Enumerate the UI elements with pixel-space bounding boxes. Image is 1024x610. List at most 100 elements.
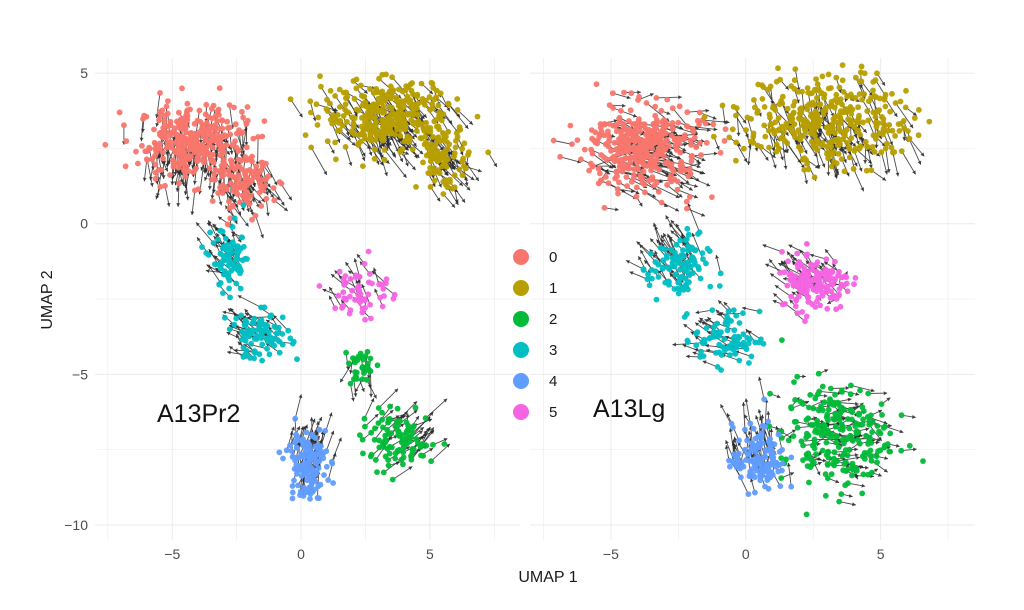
velocity-arrow xyxy=(370,371,372,398)
velocity-arrow-head xyxy=(380,142,384,147)
cell-point-cluster-4 xyxy=(312,443,319,450)
cell-point-cluster-1 xyxy=(900,118,907,124)
velocity-arrow-head xyxy=(257,199,262,204)
velocity-arrow-head xyxy=(672,342,677,347)
velocity-arrow-head xyxy=(302,425,306,430)
velocity-arrow-head xyxy=(646,174,651,179)
cell-point-cluster-1 xyxy=(343,95,349,102)
cell-point-cluster-4 xyxy=(289,489,296,496)
velocity-arrow-head xyxy=(870,388,875,393)
cell-point-cluster-1 xyxy=(782,137,788,144)
cell-point-cluster-3 xyxy=(233,249,240,256)
velocity-arrow-head xyxy=(776,394,781,399)
velocity-arrow-head xyxy=(233,348,238,353)
velocity-arrow-head xyxy=(173,172,178,176)
velocity-arrow-head xyxy=(707,317,712,322)
cell-point-cluster-0 xyxy=(250,135,257,142)
velocity-arrow xyxy=(164,185,170,207)
cell-point-cluster-4 xyxy=(293,437,300,444)
velocity-arrow-head xyxy=(675,194,680,198)
cell-point-cluster-1 xyxy=(830,116,837,122)
velocity-arrow-head xyxy=(678,95,682,100)
velocity-arrow-head xyxy=(691,232,696,237)
cell-point-cluster-0 xyxy=(670,168,677,175)
cell-point-cluster-2 xyxy=(380,424,386,431)
cell-point-cluster-0 xyxy=(592,129,599,136)
cell-point-cluster-1 xyxy=(851,123,858,130)
cell-point-cluster-3 xyxy=(237,285,244,292)
cell-point-cluster-5 xyxy=(336,268,343,275)
velocity-arrow-head xyxy=(373,394,377,399)
cell-point-cluster-1 xyxy=(802,127,809,134)
cell-point-cluster-1 xyxy=(368,131,374,138)
velocity-arrow-head xyxy=(205,269,210,273)
velocity-arrow xyxy=(653,222,662,248)
cell-point-cluster-1 xyxy=(863,167,870,174)
velocity-arrow-head xyxy=(675,207,679,212)
cell-point-cluster-0 xyxy=(618,107,624,114)
velocity-arrow xyxy=(383,458,403,473)
cell-point-cluster-4 xyxy=(321,472,327,478)
cell-point-cluster-1 xyxy=(838,156,845,163)
velocity-arrow-head xyxy=(860,187,864,192)
cell-point-cluster-1 xyxy=(861,91,867,97)
velocity-arrow-head xyxy=(855,401,859,406)
cell-point-cluster-0 xyxy=(191,120,198,127)
cell-point-cluster-1 xyxy=(808,111,815,117)
velocity-arrow xyxy=(559,156,582,163)
velocity-arrow-head xyxy=(237,295,242,299)
cell-point-cluster-0 xyxy=(618,134,624,141)
velocity-arrow-head xyxy=(855,392,860,396)
velocity-arrow-head xyxy=(775,285,779,289)
velocity-arrow-head xyxy=(877,436,882,441)
velocity-arrow-head xyxy=(273,181,278,186)
cell-point-cluster-1 xyxy=(362,125,369,132)
cell-point-cluster-1 xyxy=(860,119,866,126)
cell-point-cluster-0 xyxy=(597,170,603,177)
cell-point-cluster-3 xyxy=(672,271,679,278)
cell-point-cluster-0 xyxy=(246,180,253,186)
cell-point-cluster-1 xyxy=(864,143,870,150)
velocity-arrow-head xyxy=(443,171,448,176)
cell-point-cluster-3 xyxy=(251,315,258,322)
cell-point-cluster-0 xyxy=(685,173,692,180)
cell-point-cluster-0 xyxy=(589,150,596,157)
cell-point-cluster-0 xyxy=(227,215,234,222)
cell-point-cluster-1 xyxy=(342,144,349,150)
velocity-arrow-head xyxy=(742,119,747,124)
cell-point-cluster-1 xyxy=(372,146,378,153)
velocity-arrow-head xyxy=(231,232,236,237)
cell-point-cluster-2 xyxy=(372,425,378,432)
cell-point-cluster-1 xyxy=(729,126,736,133)
cell-point-cluster-3 xyxy=(240,330,247,336)
cell-point-cluster-1 xyxy=(814,81,821,88)
cell-point-cluster-2 xyxy=(441,441,448,447)
velocity-arrow-head xyxy=(912,170,916,175)
velocity-arrow-head xyxy=(227,350,231,355)
velocity-arrow-head xyxy=(356,254,361,259)
cell-point-cluster-1 xyxy=(332,139,338,146)
cell-point-cluster-0 xyxy=(661,153,667,160)
cell-point-cluster-0 xyxy=(123,138,130,145)
cell-point-cluster-3 xyxy=(251,348,258,354)
cell-point-cluster-2 xyxy=(389,444,395,451)
velocity-arrow xyxy=(454,174,471,191)
cell-point-cluster-1 xyxy=(333,156,339,163)
cell-point-cluster-0 xyxy=(181,143,188,150)
cell-point-cluster-2 xyxy=(408,426,415,433)
cell-point-cluster-1 xyxy=(846,144,852,151)
cell-point-cluster-0 xyxy=(263,176,269,183)
cell-point-cluster-2 xyxy=(385,457,391,463)
cell-point-cluster-1 xyxy=(429,101,435,107)
velocity-arrow-head xyxy=(883,391,888,396)
velocity-arrow-head xyxy=(198,140,203,144)
cell-point-cluster-1 xyxy=(799,88,805,95)
cell-point-cluster-1 xyxy=(829,103,835,109)
cell-point-cluster-0 xyxy=(641,181,648,188)
cell-point-cluster-1 xyxy=(358,92,365,99)
velocity-arrow-head xyxy=(833,174,838,179)
cell-point-cluster-1 xyxy=(424,144,431,151)
cell-point-cluster-3 xyxy=(239,336,246,343)
cell-point-cluster-1 xyxy=(825,71,832,78)
cell-point-cluster-1 xyxy=(806,101,813,108)
